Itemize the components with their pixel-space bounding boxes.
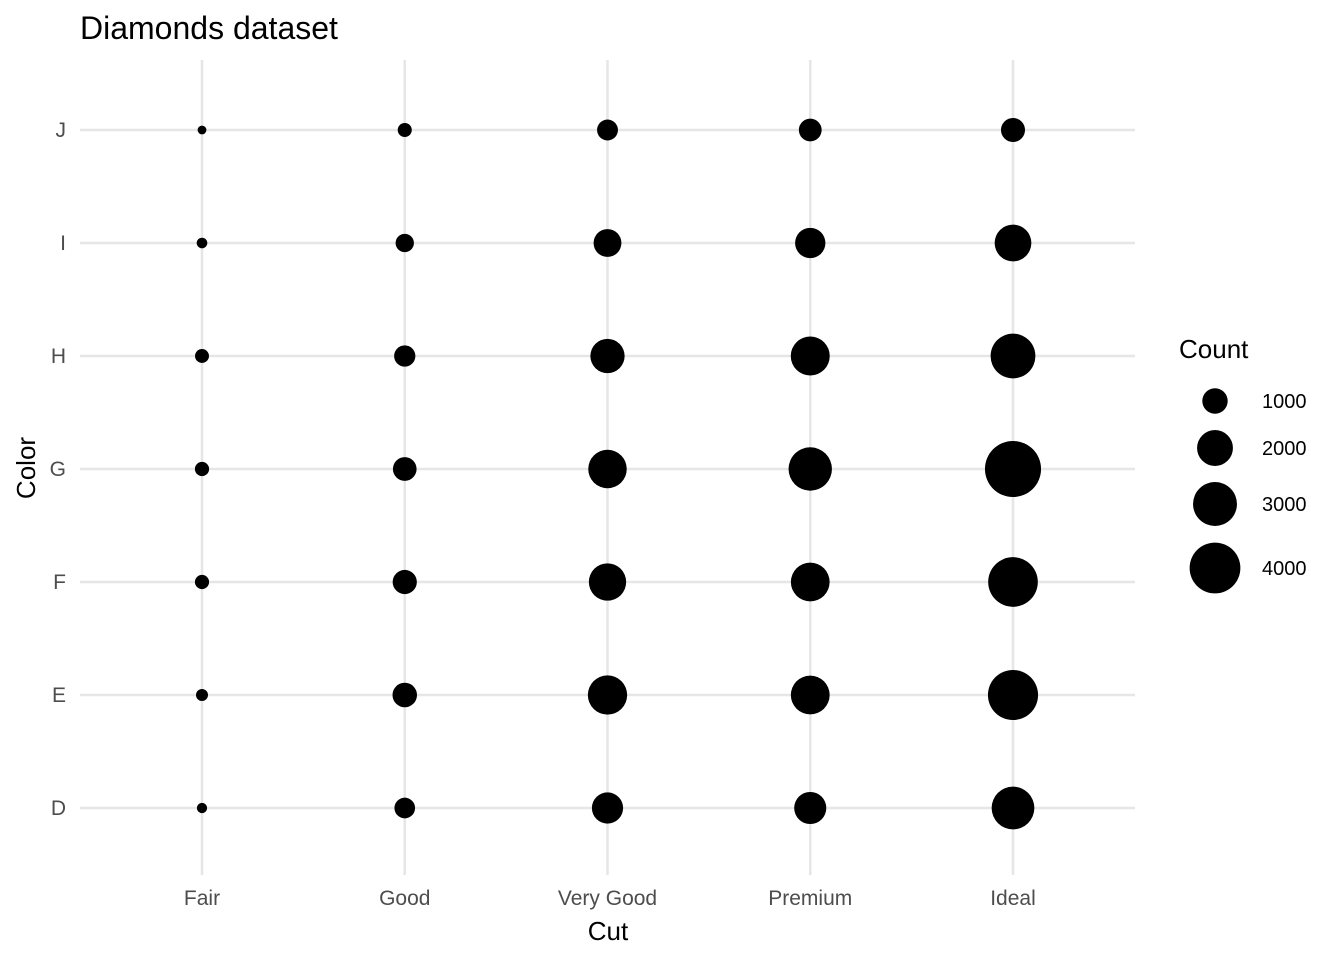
data-point [987, 669, 1039, 721]
x-tick-labels: Fair Good Very Good Premium Ideal [184, 887, 1036, 910]
data-point [196, 802, 208, 814]
data-point [994, 224, 1032, 262]
data-point [394, 797, 416, 819]
legend-key [1202, 388, 1228, 414]
data-point [593, 229, 622, 257]
legend-key [1189, 542, 1241, 594]
data-point [790, 562, 830, 602]
y-tick-labels: D E F G H I J [50, 119, 66, 820]
data-point [392, 682, 417, 708]
size-legend: Count 1000 2000 3000 4000 [1179, 334, 1307, 594]
data-point [788, 447, 832, 491]
data-point [795, 227, 826, 259]
data-point [392, 457, 417, 481]
x-tick-label: Ideal [990, 887, 1036, 910]
data-point [1000, 117, 1026, 143]
y-tick-label: H [51, 345, 66, 368]
legend-keys: 1000 2000 3000 4000 [1189, 388, 1307, 594]
legend-title: Count [1179, 334, 1249, 364]
data-point [194, 461, 210, 477]
data-point [591, 792, 624, 824]
data-point [195, 349, 209, 363]
data-point [588, 563, 627, 601]
data-point [590, 338, 625, 374]
y-tick-label: E [52, 684, 66, 707]
y-tick-label: D [51, 797, 66, 820]
data-point [394, 345, 416, 367]
data-point [990, 333, 1036, 379]
x-tick-label: Good [379, 887, 430, 910]
data-point [790, 675, 830, 715]
data-point [597, 119, 618, 141]
data-point [790, 336, 830, 376]
data-point [397, 122, 412, 138]
data-point [984, 440, 1042, 498]
legend-label: 3000 [1262, 494, 1307, 516]
data-point [197, 125, 207, 135]
x-axis-title: Cut [588, 916, 629, 946]
x-tick-label: Premium [768, 887, 852, 910]
x-tick-label: Very Good [558, 887, 657, 910]
y-tick-label: G [50, 458, 66, 481]
data-point [196, 237, 208, 249]
data-points [194, 117, 1042, 830]
data-point [988, 557, 1038, 607]
data-point [991, 786, 1035, 830]
data-point [587, 675, 628, 715]
legend-key [1197, 430, 1233, 466]
y-tick-label: F [53, 571, 66, 594]
legend-label: 2000 [1262, 438, 1307, 460]
legend-label: 1000 [1262, 391, 1307, 413]
chart-title: Diamonds dataset [80, 10, 338, 46]
x-tick-label: Fair [184, 887, 220, 910]
data-point [196, 689, 208, 701]
legend-label: 4000 [1262, 558, 1307, 580]
data-point [392, 569, 417, 595]
data-point [798, 118, 822, 142]
data-point [194, 574, 210, 590]
data-point [794, 791, 827, 825]
data-point [395, 233, 414, 253]
y-tick-label: I [60, 232, 66, 255]
y-axis-title: Color [11, 437, 41, 499]
y-tick-label: J [56, 119, 67, 142]
data-point [588, 449, 627, 489]
legend-key [1193, 482, 1237, 526]
